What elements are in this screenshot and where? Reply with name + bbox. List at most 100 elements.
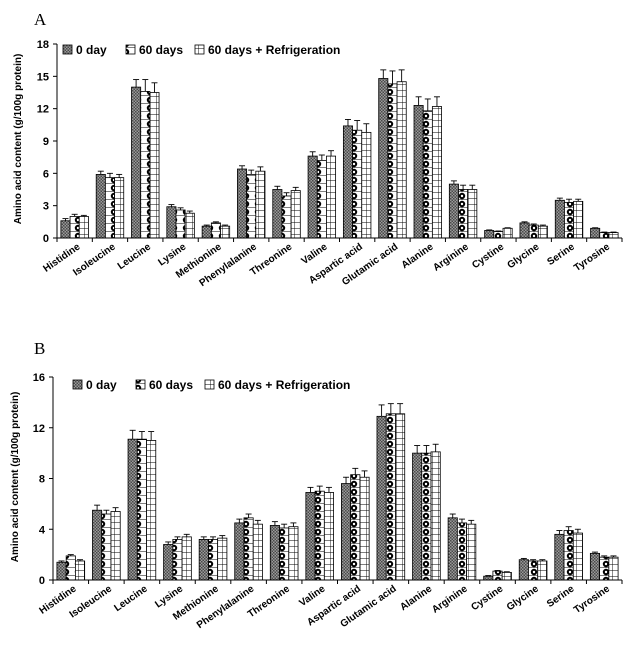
bar-histidine-0-day [60, 220, 71, 239]
legend-label-0-day: 0 day [86, 378, 117, 392]
bar-lysine-0-day [163, 544, 174, 581]
error-bar-methionine-60-days-refrigeration [222, 224, 229, 227]
error-bar-leucine-0-day [129, 429, 136, 440]
bar-serine-60-days [563, 530, 574, 581]
error-bar-glycine-60-days-refrigeration [539, 224, 546, 227]
error-bar-glutamic-acid-0-day [380, 69, 387, 79]
error-bar-alanine-0-day [415, 96, 422, 106]
error-bar-valine-0-day [307, 486, 314, 493]
bar-aspartic-acid-60-days [350, 474, 361, 581]
error-bar-valine-60-days-refrigeration [328, 150, 335, 157]
error-bar-isoleucine-60-days [106, 172, 113, 178]
bar-arginine-60-days [458, 189, 469, 239]
bar-serine-60-days [564, 202, 575, 239]
error-bar-glutamic-acid-60-days [387, 403, 394, 414]
error-bar-threonine-60-days-refrigeration [292, 186, 299, 191]
category-label-cystine: Cystine [470, 241, 506, 271]
bar-histidine-60-days-refrigeration [78, 216, 89, 239]
error-bar-cystine-60-days [495, 230, 502, 232]
bar-aspartic-acid-0-day [342, 125, 353, 239]
error-bar-arginine-60-days-refrigeration [469, 184, 476, 190]
panel-label: B [34, 339, 45, 358]
y-tick-label: 4 [39, 524, 46, 536]
bar-arginine-60-days-refrigeration [466, 523, 477, 581]
error-bar-glutamic-acid-60-days [389, 70, 396, 84]
error-bar-arginine-60-days [460, 184, 467, 190]
bar-phenylalanine-0-day [237, 168, 248, 239]
error-bar-methionine-0-day [200, 536, 207, 540]
error-bar-aspartic-acid-60-days-refrigeration [361, 470, 368, 478]
error-bar-aspartic-acid-60-days-refrigeration [363, 123, 370, 133]
bar-methionine-60-days [208, 539, 219, 581]
bar-valine-60-days-refrigeration [326, 155, 337, 239]
legend-swatch-60-days [135, 379, 146, 390]
y-tick-label: 3 [43, 201, 49, 213]
bar-methionine-0-day [198, 539, 209, 581]
bar-tyrosine-60-days [599, 232, 610, 239]
bar-glycine-0-day [518, 559, 529, 581]
bar-threonine-60-days [281, 195, 292, 239]
bar-histidine-0-day [56, 561, 67, 581]
chart-panel-b: B Amino acid content (g/100g protein) 0 4… [10, 339, 623, 631]
y-tick-label: 0 [39, 575, 45, 587]
bar-leucine-60-days-refrigeration [146, 440, 157, 581]
bar-histidine-60-days-refrigeration [75, 560, 86, 581]
error-bar-glycine-0-day [521, 221, 528, 223]
bar-lysine-60-days [172, 539, 183, 581]
bar-valine-0-day [307, 155, 318, 239]
bar-isoleucine-60-days [104, 177, 115, 239]
legend-swatch-60-days-refrigeration [194, 44, 205, 55]
category-label-cystine: Cystine [469, 583, 505, 613]
legend-label-60-days: 60 days [149, 378, 193, 392]
error-bar-tyrosine-60-days [601, 555, 608, 558]
error-bar-methionine-60-days-refrigeration [219, 535, 226, 539]
category-label-alanine: Alanine [398, 583, 434, 613]
bar-lysine-60-days-refrigeration [184, 212, 195, 239]
error-bar-cystine-60-days [494, 570, 501, 572]
bar-glutamic-acid-60-days [385, 413, 396, 581]
error-bar-threonine-0-day [271, 521, 278, 526]
bar-isoleucine-60-days [101, 513, 112, 581]
error-bar-histidine-60-days [67, 554, 74, 556]
chart-panel-a: A Amino acid content (g/100g protein) 0 3… [13, 10, 623, 289]
error-bar-arginine-0-day [450, 180, 457, 185]
bar-lysine-0-day [166, 206, 177, 239]
error-bar-isoleucine-60-days-refrigeration [116, 173, 123, 178]
bar-arginine-60-days-refrigeration [467, 189, 478, 239]
legend-swatch-0-day [62, 44, 73, 55]
bar-threonine-60-days-refrigeration [290, 190, 301, 239]
error-bar-leucine-0-day [133, 79, 140, 88]
error-bar-cystine-60-days-refrigeration [504, 227, 511, 229]
bar-methionine-60-days [210, 222, 221, 239]
y-tick-label: 8 [39, 474, 45, 486]
bar-glycine-60-days-refrigeration [537, 225, 548, 239]
bar-glycine-60-days [528, 224, 539, 239]
error-bar-threonine-60-days [283, 192, 290, 196]
error-bar-glutamic-acid-60-days-refrigeration [397, 403, 404, 414]
error-bar-serine-0-day [556, 530, 563, 535]
bar-isoleucine-0-day [95, 174, 106, 239]
error-bar-tyrosine-0-day [592, 227, 599, 229]
error-bar-tyrosine-60-days-refrigeration [610, 555, 617, 558]
bar-threonine-0-day [272, 189, 283, 239]
category-label-arginine: Arginine [430, 583, 470, 616]
error-bar-lysine-60-days-refrigeration [183, 533, 190, 537]
bar-leucine-60-days-refrigeration [149, 92, 160, 239]
error-bar-glycine-60-days-refrigeration [539, 559, 546, 561]
y-tick-label: 12 [37, 104, 49, 116]
bar-alanine-60-days [422, 110, 433, 239]
bar-cystine-60-days-refrigeration [502, 227, 513, 239]
error-bar-isoleucine-0-day [97, 170, 104, 175]
bar-serine-60-days-refrigeration [573, 200, 584, 239]
error-bar-cystine-0-day [485, 575, 492, 577]
error-bar-threonine-60-days-refrigeration [290, 522, 297, 527]
bar-serine-60-days-refrigeration [572, 532, 583, 581]
error-bar-aspartic-acid-0-day [343, 476, 350, 484]
bar-aspartic-acid-60-days [352, 129, 363, 239]
category-label-arginine: Arginine [431, 241, 471, 274]
error-bar-leucine-60-days [138, 431, 145, 440]
bar-serine-0-day [554, 199, 565, 239]
error-bar-serine-60-days-refrigeration [574, 528, 581, 534]
legend-label-60-days-refrigeration: 60 days + Refrigeration [208, 43, 340, 57]
